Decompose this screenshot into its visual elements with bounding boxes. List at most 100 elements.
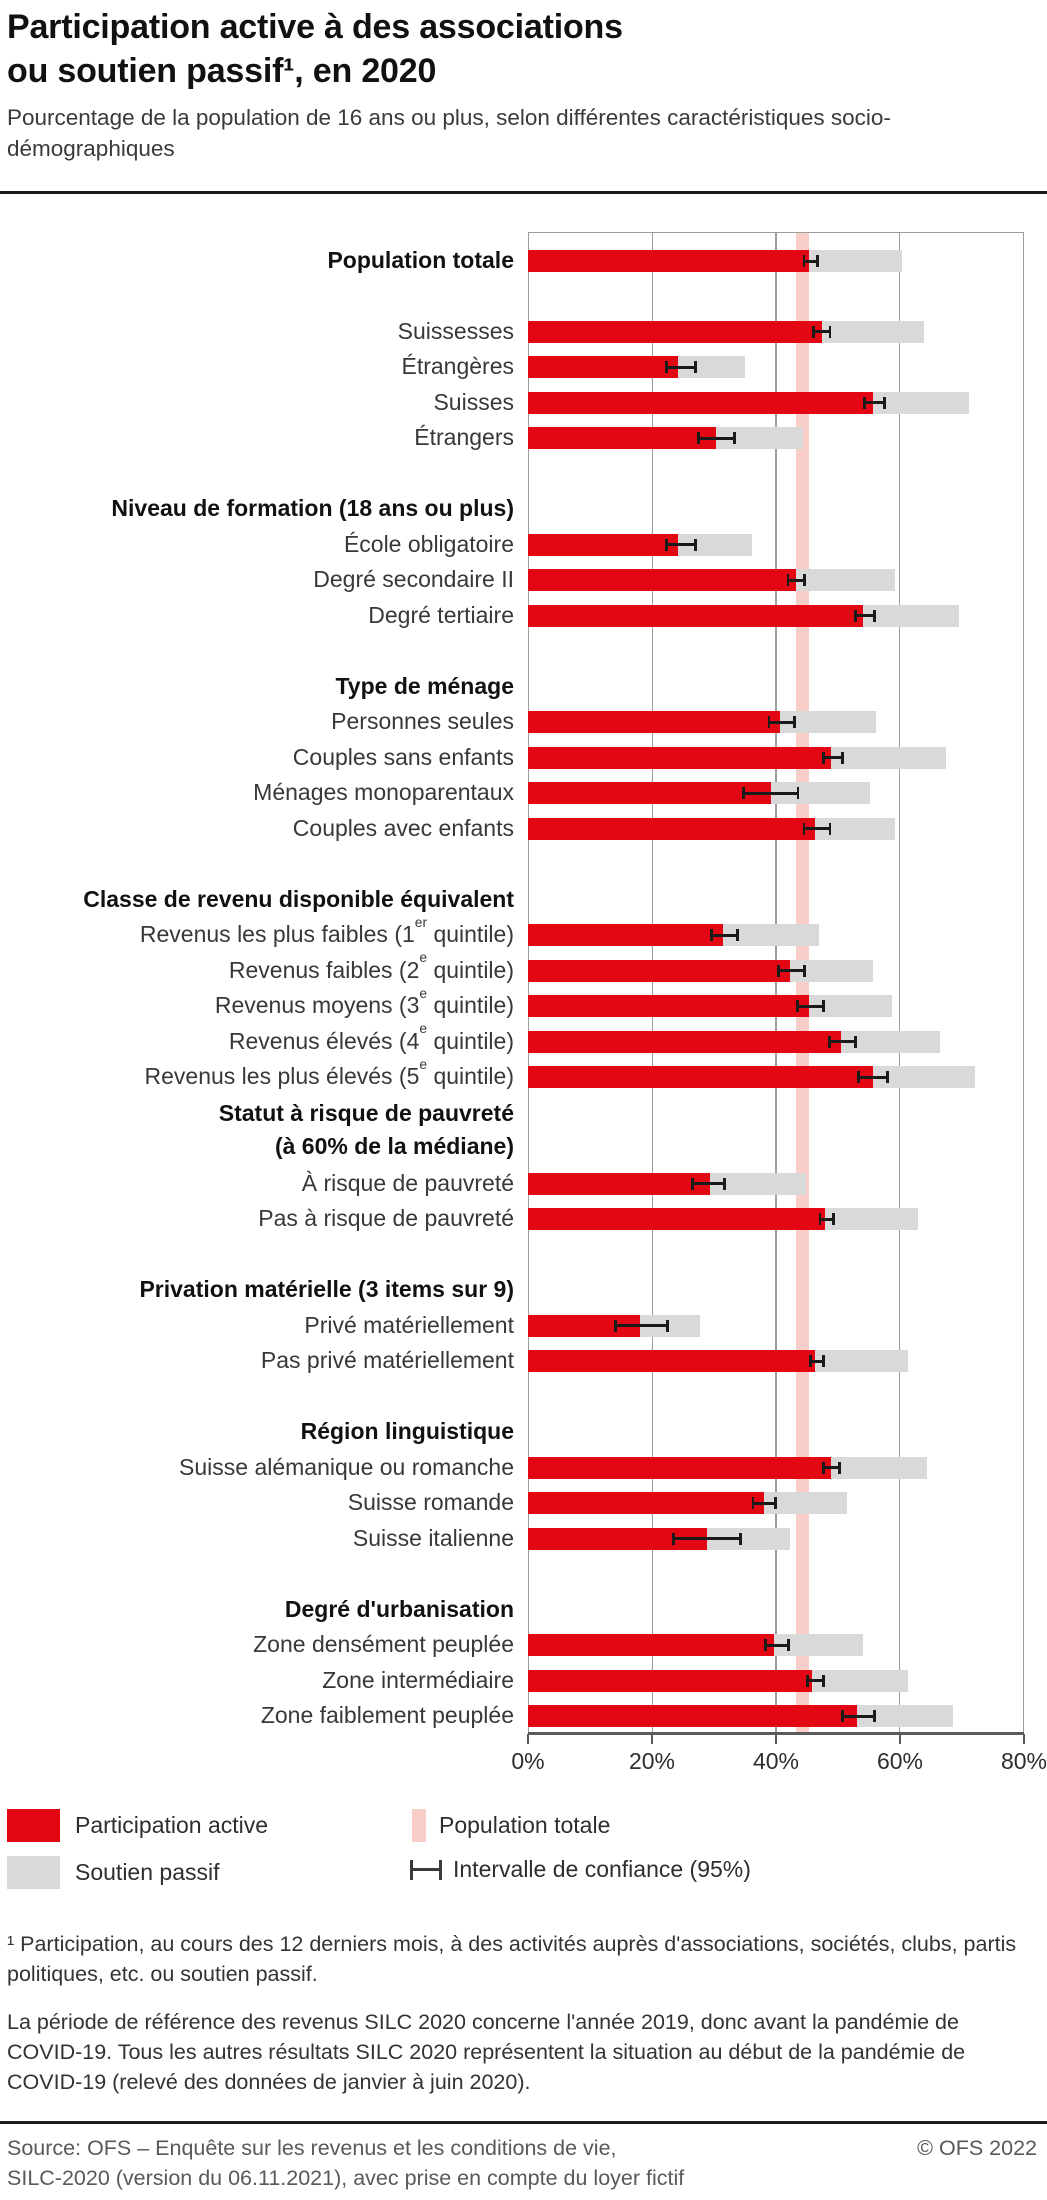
error-bar [802,255,819,267]
bar-active [528,817,816,840]
bar-area [528,1485,1039,1521]
legend-label-ci: Intervalle de confiance (95%) [453,1856,751,1882]
error-bar [671,1532,743,1545]
row-label: Revenus les plus faibles (1er quintile) [139,914,514,948]
error-bar [751,1497,778,1510]
bar-active [528,1456,832,1479]
population-band-swatch-icon [412,1809,426,1842]
methodology-note: La période de référence des revenus SILC… [7,2010,966,2094]
source-block: Source: OFS – Enquête sur les revenus et… [7,2133,1039,2193]
bar-active [528,604,864,627]
header-divider [0,191,1047,194]
legend-item-active: Participation active [7,1809,268,1842]
bar-area [528,1024,1039,1060]
bar-area [528,1521,1039,1557]
x-tick-label: 60% [876,1748,924,1774]
error-bar [821,1461,842,1474]
bar-area [528,811,1039,847]
chart-subtitle: Pourcentage de la population de 16 ans o… [7,105,891,161]
error-bar [805,1674,826,1687]
bar-area [528,953,1039,989]
title-line-1: Participation active à des associations [7,8,623,46]
bar-area [528,1450,1039,1486]
bar-active [528,391,873,414]
bar-active [528,1350,816,1373]
error-bar [821,751,845,764]
section-header-row: Type de ménage [7,669,1039,705]
bar-area [528,385,1039,421]
bar-area [528,1059,1039,1095]
bar-area [528,775,1039,811]
x-axis-tick [775,1734,777,1744]
bar-area [528,1308,1039,1344]
bar-area [528,917,1039,953]
legend-label-passive: Soutien passif [75,1859,220,1885]
title-line-2: ou soutien passif¹, en 2020 [7,52,437,90]
x-axis-line [528,1732,1024,1735]
error-bar [812,325,832,338]
legend-label-population: Population totale [439,1812,611,1838]
bar-area [528,1663,1039,1699]
row-label: Suisse romande [347,1489,514,1516]
page-title: Participation active à des associations … [7,0,1039,93]
x-axis-labels: 0% 20% 40% 60% 80% [511,1748,1047,1788]
confidence-interval-icon [410,1859,442,1880]
section-header-row: Privation matérielle (3 items sur 9) [7,1272,1039,1308]
chart-row: Suisses [7,385,1039,421]
section-header: Région linguistique [300,1418,514,1445]
copyright: © OFS 2022 [917,2136,1037,2160]
chart-row: Zone intermédiaire [7,1663,1039,1699]
bar-active [528,533,679,556]
chart-row: Revenus faibles (2e quintile) [7,950,1039,989]
bar-area [528,704,1039,740]
chart-row: Degré secondaire II [7,562,1039,598]
chart-row: Suisse romande [7,1485,1039,1521]
x-tick-label: 80% [1000,1748,1047,1774]
chart-row: Pas à risque de pauvreté [7,1201,1039,1237]
section-header: Degré d'urbanisation [284,1595,514,1622]
row-label: Étrangers [414,424,514,451]
bar-active [528,320,822,343]
legend-label-active: Participation active [75,1812,269,1838]
row-label: Pas privé matériellement [260,1347,514,1374]
row-label: Zone densément peuplée [253,1631,514,1658]
row-label: Revenus faibles (2e quintile) [228,950,514,983]
chart-row: Couples avec enfants [7,811,1039,847]
section-header: Privation matérielle (3 items sur 9) [139,1276,514,1303]
row-label: Suissesses [397,317,514,344]
bar-area [528,243,1039,279]
x-tick-label: 20% [628,1748,676,1774]
section-header-row: Classe de revenu disponible équivalent [7,882,1039,918]
bar-area [528,527,1039,563]
bar-active [528,1669,813,1692]
chart-row: Degré tertiaire [7,598,1039,634]
active-swatch-icon [7,1809,60,1842]
section-header: Type de ménage [335,672,514,699]
source-line-2: SILC-2020 (version du 06.11.2021), avec … [7,2166,685,2190]
error-bar [786,574,807,587]
gridline-60 [898,233,901,1734]
error-bar [840,1710,877,1723]
chart-row: Revenus les plus élevés (5e quintile) [7,1057,1039,1095]
bar-area [528,1414,1039,1450]
x-tick-label: 40% [752,1748,800,1774]
bar-active [528,1172,711,1195]
bar-area [528,1627,1039,1663]
bar-active [528,1492,765,1515]
chart-row: Suissesses [7,314,1039,350]
row-label: Suisses [433,388,514,415]
chart-row: Étrangères [7,349,1039,385]
row-label: Étrangères [401,353,514,380]
error-bar [863,396,887,409]
chart-row: École obligatoire [7,527,1039,563]
chart-row: Étrangers [7,420,1039,456]
bar-active [528,427,717,450]
bar-area [528,988,1039,1024]
source-line-1: Source: OFS – Enquête sur les revenus et… [7,2136,617,2160]
error-bar [697,432,736,445]
bar-active [528,1066,873,1089]
error-bar [710,929,739,942]
bar-active [528,711,781,734]
bar-active [528,746,832,769]
